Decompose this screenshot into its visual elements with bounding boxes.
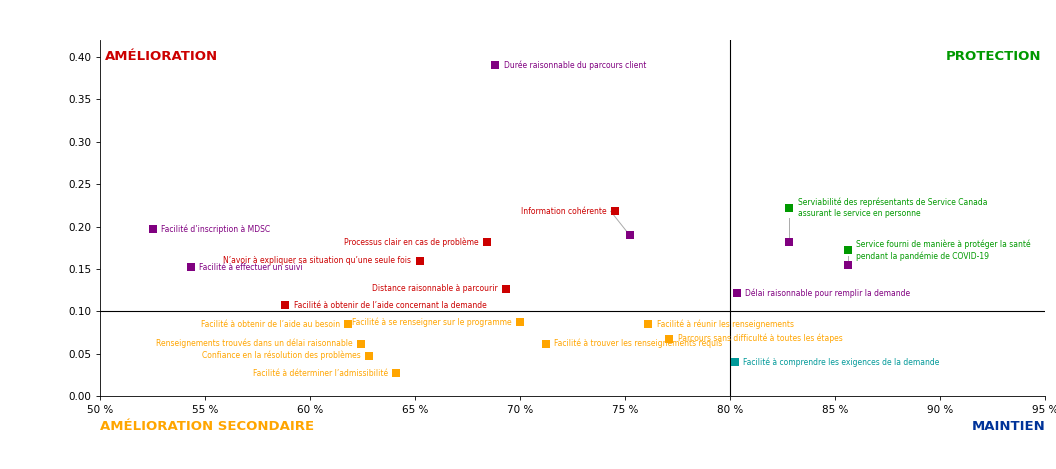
Point: [183, 264, 200, 271]
Text: MAINTIEN: MAINTIEN: [972, 420, 1045, 433]
Point: [538, 340, 554, 348]
Point: [606, 208, 623, 215]
Point: [840, 247, 856, 254]
Text: Facilité à comprendre les exigences de la demande: Facilité à comprendre les exigences de l…: [743, 357, 940, 367]
Text: Facilité à déterminer l’admissibilité: Facilité à déterminer l’admissibilité: [253, 369, 388, 378]
Text: RENDEMENT (% de notes de 4 ou de 5): RENDEMENT (% de notes de 4 ou de 5): [415, 436, 672, 448]
Text: Facilité à effectuer un suivi: Facilité à effectuer un suivi: [199, 263, 303, 272]
Point: [487, 61, 504, 69]
Text: Renseignements trouvés dans un délai raisonnable: Renseignements trouvés dans un délai rai…: [155, 339, 353, 348]
Point: [661, 335, 678, 342]
Text: INCIDENCE DU RENDEMENT (0 À 0,40): INCIDENCE DU RENDEMENT (0 À 0,40): [24, 131, 33, 334]
Text: PROTECTION: PROTECTION: [946, 50, 1041, 63]
Point: [497, 285, 514, 292]
Text: Processus clair en cas de problème: Processus clair en cas de problème: [344, 237, 478, 247]
Text: Facilité à obtenir de l’aide concernant la demande: Facilité à obtenir de l’aide concernant …: [294, 301, 487, 310]
Text: Facilité à trouver les renseignements requis: Facilité à trouver les renseignements re…: [554, 339, 722, 348]
Text: Service fourni de manière à protéger la santé
pendant la pandémie de COVID-19: Service fourni de manière à protéger la …: [856, 240, 1031, 261]
Text: Distance raisonnable à parcourir: Distance raisonnable à parcourir: [372, 284, 497, 293]
Point: [621, 231, 638, 239]
Point: [411, 257, 428, 264]
Text: Facilité d’inscription à MDSC: Facilité d’inscription à MDSC: [162, 224, 270, 234]
Text: Confiance en la résolution des problèmes: Confiance en la résolution des problèmes: [202, 351, 361, 360]
Point: [512, 319, 529, 326]
Point: [145, 226, 162, 233]
Text: AMÉLIORATION SECONDAIRE: AMÉLIORATION SECONDAIRE: [100, 420, 315, 433]
Text: Délai raisonnable pour remplir la demande: Délai raisonnable pour remplir la demand…: [746, 288, 910, 297]
Text: Facilité à réunir les renseignements: Facilité à réunir les renseignements: [657, 319, 794, 329]
Text: AMÉLIORATION: AMÉLIORATION: [105, 50, 218, 63]
Text: Serviabilité des représentants de Service Canada
assurant le service en personne: Serviabilité des représentants de Servic…: [797, 197, 987, 218]
Point: [353, 340, 370, 348]
Point: [361, 352, 378, 359]
Point: [840, 261, 856, 269]
Text: Facilité à se renseigner sur le programme: Facilité à se renseigner sur le programm…: [353, 318, 512, 327]
Point: [727, 359, 743, 366]
Point: [780, 204, 797, 212]
Point: [640, 320, 657, 328]
Text: Durée raisonnable du parcours client: Durée raisonnable du parcours client: [504, 61, 646, 70]
Point: [277, 302, 294, 309]
Point: [340, 320, 357, 328]
Point: [478, 238, 495, 246]
Point: [388, 370, 404, 377]
Text: N’avoir à expliquer sa situation qu’une seule fois: N’avoir à expliquer sa situation qu’une …: [223, 256, 411, 265]
Point: [780, 238, 797, 246]
Text: Parcours sans difficulté à toutes les étapes: Parcours sans difficulté à toutes les ét…: [678, 334, 843, 343]
Point: [729, 289, 746, 296]
Text: Information cohérente: Information cohérente: [521, 207, 606, 216]
Text: Facilité à obtenir de l’aide au besoin: Facilité à obtenir de l’aide au besoin: [201, 320, 340, 329]
